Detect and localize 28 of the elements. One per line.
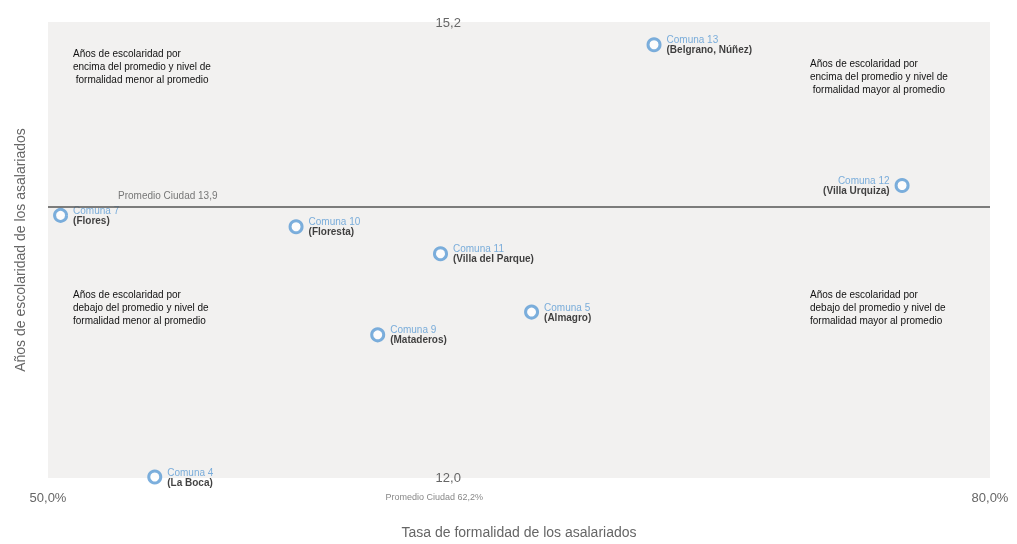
point (370, 327, 386, 343)
annotation: Años de escolaridad por encima del promedio y nivel de formalidad mayor al promedio (810, 58, 949, 95)
data-label: Comuna 5 (Almagro) (544, 301, 592, 323)
annotation: Años de escolaridad por debajo del promedio y nivel de formalidad mayor al promedio (810, 289, 949, 326)
data-label: Comuna 4 (La Boca) (167, 466, 214, 488)
point (288, 219, 304, 235)
point (646, 37, 662, 53)
y-axis-title: Años de escolaridad de los asalariados (12, 128, 28, 372)
data-label: Comuna 11 (Villa del Parque) (453, 243, 534, 265)
data-label: Comuna 9 (Mataderos) (390, 324, 447, 346)
data-label: Comuna 13 (Belgrano, Núñez) (666, 34, 753, 56)
annotation: Años de escolaridad por debajo del promedio y nivel de formalidad menor al promedio (73, 289, 212, 326)
y-tick-label: 15,2 (435, 14, 461, 30)
y-tick-label: 12,0 (435, 469, 461, 485)
point (524, 304, 540, 320)
x-axis-title: Tasa de formalidad de los asalariados (401, 524, 637, 540)
data-label: Comuna 7 (Flores) (73, 204, 120, 226)
point (147, 469, 163, 485)
annotation: Años de escolaridad por encima del promedio y nivel de formalidad menor al promedio (73, 48, 212, 85)
ref-line-label: Promedio Ciudad 13,9 (118, 190, 218, 202)
data-label: Comuna 12 (Villa Urquiza) (823, 175, 891, 197)
data-label: Comuna 10 (Floresta) (308, 216, 361, 238)
point (53, 207, 69, 223)
x-tick-label: 80,0% (971, 490, 1009, 505)
point (894, 178, 910, 194)
point (433, 246, 448, 262)
text: Promedio Ciudad 62,2% (385, 491, 483, 502)
x-tick-label: 50,0% (29, 490, 67, 505)
